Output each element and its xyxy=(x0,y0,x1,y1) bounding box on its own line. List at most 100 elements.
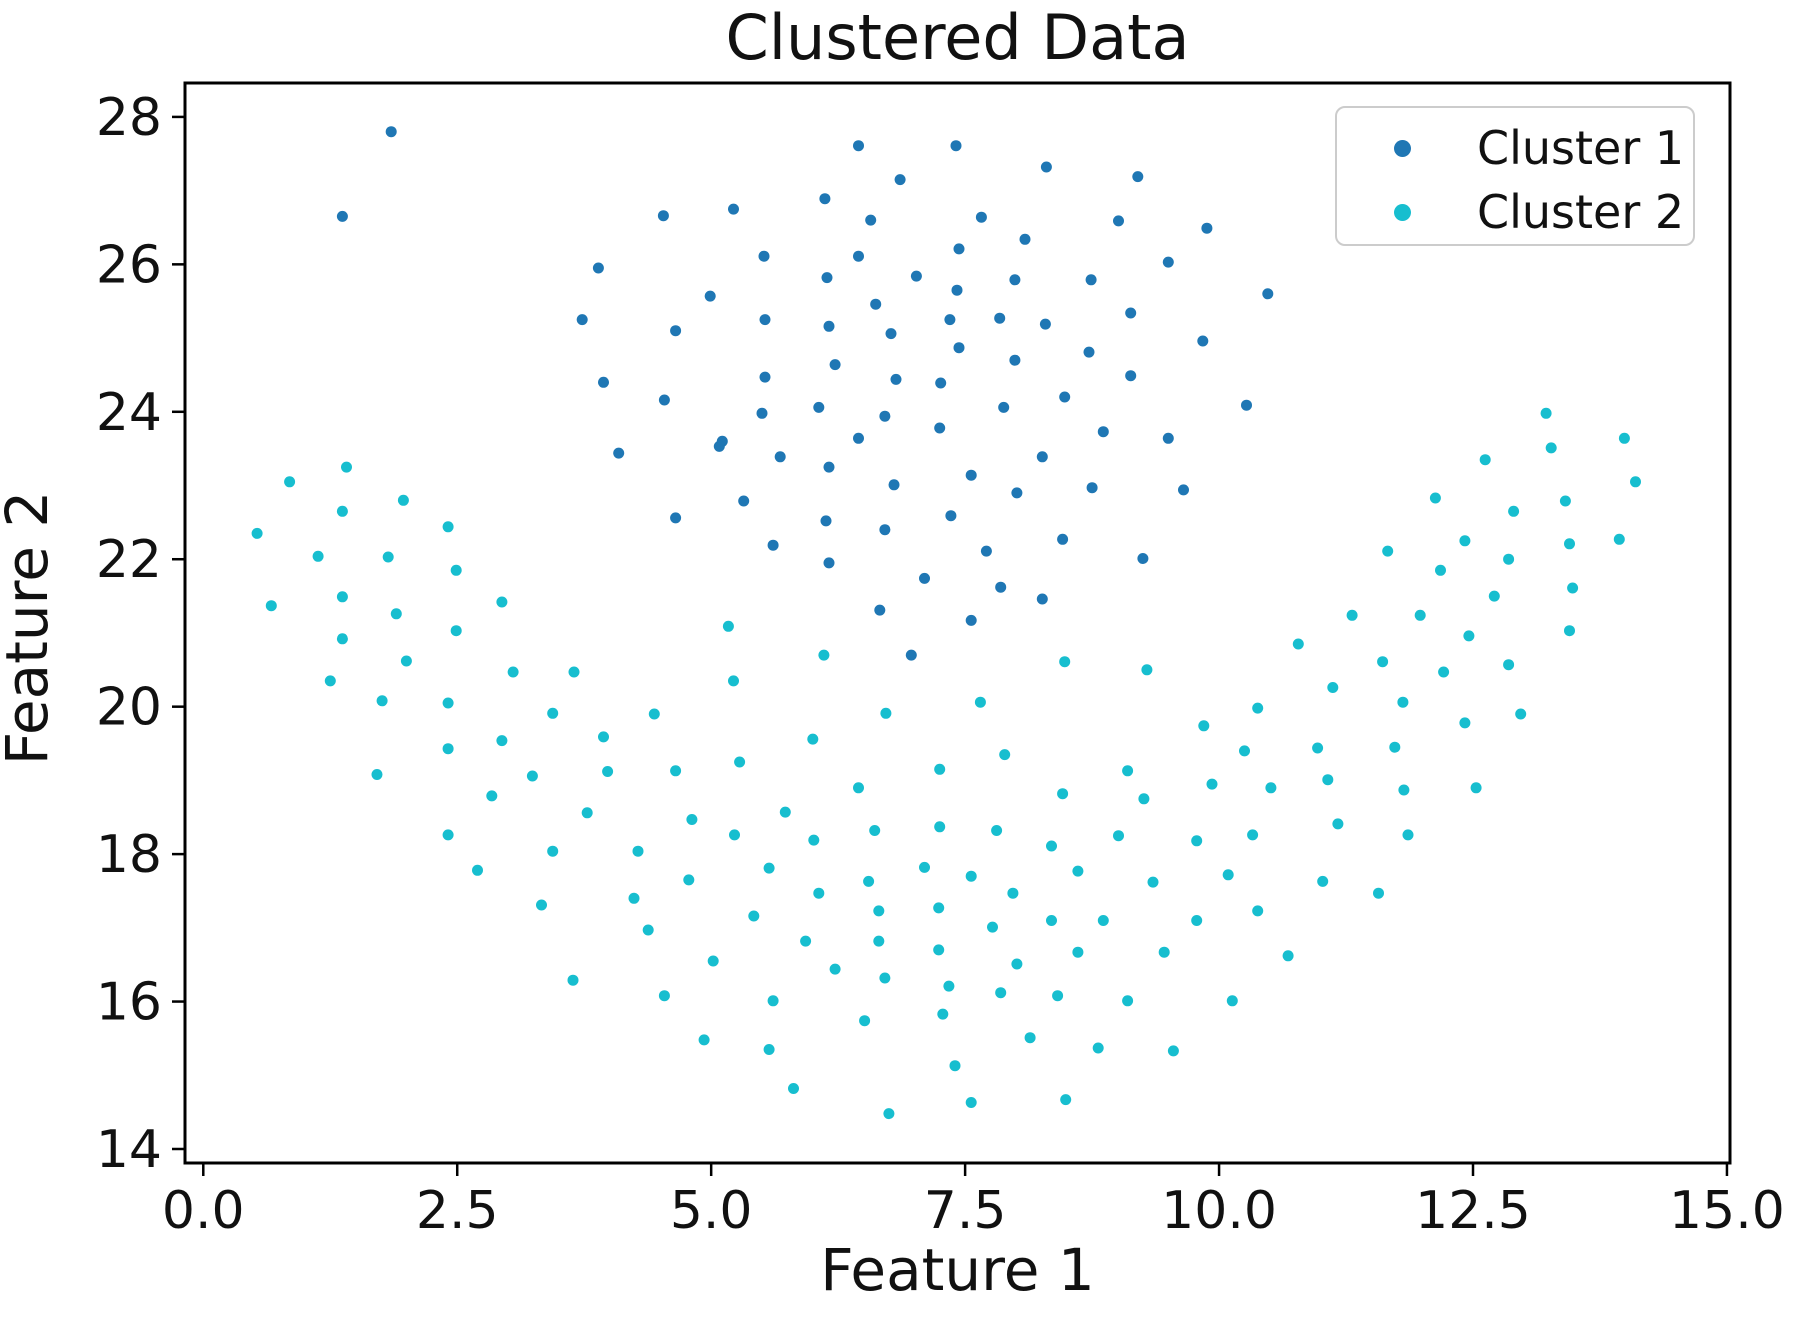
data-point xyxy=(788,1083,799,1094)
data-point xyxy=(1036,593,1048,605)
data-point xyxy=(1057,533,1069,545)
data-point xyxy=(1322,774,1334,786)
data-point xyxy=(888,479,900,491)
data-point xyxy=(729,829,740,841)
data-point xyxy=(763,1044,775,1055)
data-point xyxy=(1191,915,1203,926)
data-point xyxy=(1241,399,1252,411)
x-tick-label: 7.5 xyxy=(924,1181,1007,1241)
data-point xyxy=(547,845,559,857)
data-point xyxy=(450,625,462,637)
data-point xyxy=(1036,451,1048,463)
data-point xyxy=(1141,664,1153,676)
data-point xyxy=(1262,288,1274,300)
data-point xyxy=(1046,915,1057,926)
data-point xyxy=(400,655,412,667)
y-tick-label: 26 xyxy=(96,235,162,295)
data-point xyxy=(336,210,348,222)
data-point xyxy=(823,557,835,569)
data-point xyxy=(1138,793,1150,805)
data-point xyxy=(1158,946,1170,958)
data-point xyxy=(1039,318,1051,330)
data-point xyxy=(567,974,579,986)
data-point xyxy=(759,314,771,326)
legend-entry-cluster-2: Cluster 2 xyxy=(1337,180,1693,244)
data-point xyxy=(1206,778,1218,790)
data-point xyxy=(823,461,835,473)
data-point xyxy=(1435,564,1446,576)
data-point xyxy=(382,551,394,563)
data-point xyxy=(670,765,682,777)
data-point xyxy=(965,1097,977,1108)
data-point xyxy=(1559,495,1571,507)
data-point xyxy=(1011,958,1023,970)
data-point xyxy=(748,910,760,922)
data-point xyxy=(944,314,956,326)
data-point xyxy=(1332,818,1344,830)
data-point xyxy=(919,572,930,584)
data-point xyxy=(879,524,891,536)
data-point xyxy=(1373,887,1384,899)
data-point xyxy=(880,707,892,719)
data-point xyxy=(999,749,1011,761)
data-point xyxy=(1072,865,1084,877)
data-point xyxy=(1247,829,1259,841)
data-point xyxy=(1508,505,1520,517)
data-point xyxy=(1092,1042,1104,1054)
data-point xyxy=(613,447,625,459)
data-point xyxy=(1252,905,1264,917)
data-point xyxy=(496,596,508,608)
legend-label: Cluster 2 xyxy=(1477,185,1685,239)
data-point xyxy=(949,1060,961,1072)
data-point xyxy=(536,899,547,911)
data-point xyxy=(1198,720,1210,732)
data-point xyxy=(658,990,670,1002)
data-point xyxy=(756,407,768,419)
data-point xyxy=(935,377,947,389)
y-tick-label: 24 xyxy=(96,383,162,443)
data-point xyxy=(934,763,946,775)
data-point xyxy=(1201,222,1213,234)
data-point xyxy=(707,955,719,967)
data-point xyxy=(865,214,877,226)
data-point xyxy=(767,539,779,551)
data-point xyxy=(1122,995,1134,1007)
data-point xyxy=(758,250,770,262)
data-point xyxy=(975,211,987,223)
legend: Cluster 1 Cluster 2 xyxy=(1335,106,1695,246)
data-point xyxy=(1122,765,1134,777)
data-point xyxy=(965,870,977,882)
data-point xyxy=(919,861,930,873)
data-point xyxy=(945,510,957,522)
data-point xyxy=(873,935,885,947)
data-point xyxy=(1479,454,1491,466)
data-point xyxy=(547,707,559,719)
data-point xyxy=(1132,171,1144,183)
data-point xyxy=(1463,630,1475,642)
x-tick-label: 10.0 xyxy=(1161,1181,1277,1241)
data-point xyxy=(1011,487,1023,499)
data-point xyxy=(1377,656,1389,668)
data-point xyxy=(442,521,454,533)
data-point xyxy=(1515,708,1527,720)
data-point xyxy=(980,545,992,557)
data-point xyxy=(336,505,348,517)
data-point xyxy=(974,696,986,708)
data-point xyxy=(1282,950,1294,962)
data-point xyxy=(910,270,922,282)
data-point xyxy=(943,980,955,992)
data-point xyxy=(819,193,831,205)
data-point xyxy=(1113,215,1124,227)
data-point xyxy=(450,564,462,576)
data-point xyxy=(1162,432,1174,444)
data-point xyxy=(265,600,277,612)
data-point xyxy=(602,766,614,777)
data-point xyxy=(859,1015,871,1027)
data-point xyxy=(870,298,882,310)
data-point xyxy=(987,921,998,933)
y-tick-label: 14 xyxy=(96,1120,162,1180)
data-point xyxy=(385,126,397,138)
data-point xyxy=(1564,625,1575,637)
data-point xyxy=(1019,233,1031,245)
